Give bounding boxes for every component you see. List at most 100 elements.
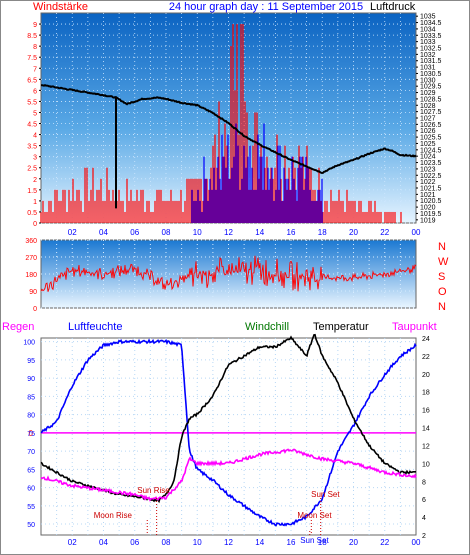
right-tick-label: 1022	[420, 179, 436, 186]
temperature-tick-label: 14	[422, 426, 430, 433]
temperature-tick-label: 4	[422, 515, 426, 522]
left-tick-label: 9	[33, 22, 37, 29]
x-tick-label: 06	[130, 538, 139, 547]
right-tick-label: 1034.5	[420, 20, 442, 27]
x-tick-label: 16	[287, 538, 296, 547]
x-tick-label: 14	[255, 228, 264, 237]
right-tick-label: 1027.5	[420, 109, 442, 116]
humidity-tick-label: 75	[27, 431, 35, 438]
temperature-tick-label: 22	[422, 354, 430, 361]
humidity-tick-label: 80	[27, 413, 35, 420]
x-tick-label: 12	[224, 538, 233, 547]
right-tick-label: 1019.5	[420, 211, 442, 218]
compass-label: N	[438, 241, 446, 253]
direction-tick-label: 360	[25, 238, 37, 245]
x-tick-label: 06	[130, 228, 139, 237]
right-tick-label: 1033.5	[420, 33, 442, 40]
right-tick-label: 1035	[420, 14, 436, 21]
humidity-tick-label: 60	[27, 486, 35, 493]
right-tick-label: 1020	[420, 205, 436, 212]
right-tick-label: 1029	[420, 90, 436, 97]
right-tick-label: 1025.5	[420, 135, 442, 142]
x-tick-label: 08	[162, 228, 171, 237]
header-title: 24 hour graph day : 11 September 2015	[169, 1, 363, 13]
x-tick-label: 12	[224, 228, 233, 237]
rain-zero-label: 0	[29, 429, 34, 438]
temperature-tick-label: 6	[422, 497, 426, 504]
right-tick-label: 1034	[420, 26, 436, 33]
annotation-label: Moon Set	[297, 511, 332, 520]
left-tick-label: 3.5	[27, 144, 37, 151]
left-tick-label: 0	[33, 221, 37, 228]
temperature-tick-label: 18	[422, 390, 430, 397]
x-tick-label: 10	[193, 538, 202, 547]
x-tick-label: 02	[68, 228, 77, 237]
compass-label: W	[438, 256, 449, 268]
legend-regen: Regen	[2, 321, 34, 333]
direction-tick-label: 180	[25, 272, 37, 279]
right-tick-label: 1026.5	[420, 122, 442, 129]
x-tick-label: 22	[380, 538, 389, 547]
x-tick-label: 10	[193, 228, 202, 237]
right-tick-label: 1032.5	[420, 46, 442, 53]
humidity-tick-label: 65	[27, 467, 35, 474]
x-tick-label: 14	[255, 538, 264, 547]
right-tick-label: 1019	[420, 217, 436, 224]
temperature-tick-label: 20	[422, 372, 430, 379]
right-tick-label: 1032	[420, 52, 436, 59]
right-tick-label: 1031.5	[420, 58, 442, 65]
x-tick-label: 04	[99, 228, 108, 237]
annotation-label: Sun Rise	[137, 486, 170, 495]
direction-tick-label: 0	[33, 306, 37, 313]
x-tick-label: 20	[349, 228, 358, 237]
compass-label: O	[438, 286, 447, 298]
right-tick-label: 1026	[420, 128, 436, 135]
temperature-tick-label: 24	[422, 336, 430, 343]
left-tick-label: 5	[33, 110, 37, 117]
left-tick-label: 0.5	[27, 210, 37, 217]
humidity-tick-label: 95	[27, 358, 35, 365]
x-tick-label: 00	[412, 228, 421, 237]
left-tick-label: 2	[33, 177, 37, 184]
right-tick-label: 1024.5	[420, 147, 442, 154]
left-tick-label: 6.5	[27, 77, 37, 84]
left-tick-label: 8	[33, 44, 37, 51]
panel1-grid	[41, 13, 416, 224]
humidity-tick-label: 90	[27, 376, 35, 383]
temperature-tick-label: 8	[422, 479, 426, 486]
right-tick-label: 1021	[420, 192, 436, 199]
panel1-axes: 00.511.522.533.544.555.566.577.588.59101…	[27, 14, 441, 237]
wind-bars	[40, 24, 402, 223]
right-tick-label: 1022.5	[420, 173, 442, 180]
right-tick-label: 1021.5	[420, 186, 442, 193]
left-tick-label: 6	[33, 88, 37, 95]
right-tick-label: 1020.5	[420, 198, 442, 205]
left-tick-label: 7.5	[27, 55, 37, 62]
left-tick-label: 5.5	[27, 99, 37, 106]
x-tick-label: 22	[380, 228, 389, 237]
direction-tick-label: 270	[25, 255, 37, 262]
right-tick-label: 1027	[420, 116, 436, 123]
humidity-line	[40, 338, 417, 527]
x-tick-label: 16	[287, 228, 296, 237]
humidity-tick-label: 55	[27, 504, 35, 511]
temperature-tick-label: 16	[422, 408, 430, 415]
humidity-tick-label: 85	[27, 394, 35, 401]
left-tick-label: 4.5	[27, 122, 37, 129]
x-tick-label: 08	[162, 538, 171, 547]
x-tick-label: 18	[318, 228, 327, 237]
direction-tick-label: 90	[29, 289, 37, 296]
temperature-tick-label: 10	[422, 461, 430, 468]
legend-windchill: Windchill	[245, 321, 289, 333]
left-tick-label: 1.5	[27, 188, 37, 195]
annotation-label: Sun Set	[311, 490, 340, 499]
header-left-label: Windstärke	[33, 1, 88, 13]
wind-direction-group	[40, 255, 417, 292]
humidity-tick-label: 100	[23, 340, 35, 347]
right-tick-label: 1023	[420, 166, 436, 173]
compass-label: N	[438, 301, 446, 313]
x-tick-label: 00	[412, 538, 421, 547]
left-tick-label: 4	[33, 133, 37, 140]
